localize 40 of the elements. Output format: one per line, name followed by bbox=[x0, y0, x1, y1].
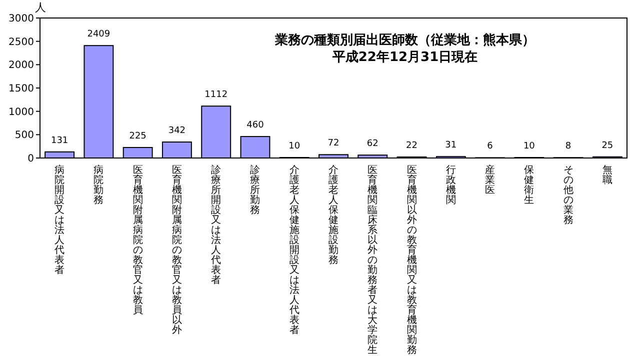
data-label: 31 bbox=[445, 140, 457, 151]
category-label: 診療所開設又は法人代表者 bbox=[211, 165, 222, 286]
x-tick-label: 行政機関 bbox=[446, 165, 456, 206]
x-tick-label: 無職 bbox=[602, 164, 612, 186]
y-tick-label: 1000 bbox=[8, 106, 34, 118]
data-label: 10 bbox=[288, 142, 300, 152]
data-label: 62 bbox=[366, 139, 378, 150]
y-tick-label: 0 bbox=[28, 154, 34, 164]
category-label: 病院開設又は法人代表者 bbox=[54, 165, 65, 276]
text: 平成22年12月31日現在 bbox=[331, 50, 478, 65]
y-tick-label: 3000 bbox=[8, 14, 34, 24]
x-tick-label: 産業医 bbox=[485, 164, 496, 196]
data-label: 72 bbox=[328, 138, 340, 149]
y-tick-label: 1500 bbox=[8, 84, 34, 94]
y-tick-label: 2000 bbox=[8, 60, 34, 72]
data-label: 460 bbox=[246, 120, 264, 131]
x-tick-label: 保健衛生 bbox=[524, 165, 534, 206]
data-label: 25 bbox=[602, 140, 614, 151]
x-tick-label: その他の業務 bbox=[563, 165, 574, 226]
data-label: 1112 bbox=[204, 90, 228, 100]
category-label: 介護老人保健施設開設又は法人代表者 bbox=[289, 165, 300, 336]
x-tick-label: 病院勤務 bbox=[94, 164, 104, 206]
data-label: 131 bbox=[50, 136, 68, 146]
data-label: 10 bbox=[523, 142, 536, 152]
text: 業務の種類別届出医師数（従業地：熊本県） bbox=[274, 32, 535, 48]
category-label: 医育機関以外の教育機関又は教育機関勤務 bbox=[406, 165, 417, 356]
y-axis-title: 人 bbox=[35, 1, 46, 14]
data-label: 22 bbox=[406, 140, 418, 151]
x-tick-label: 診療所勤務 bbox=[250, 164, 260, 216]
y-tick-label: 500 bbox=[14, 130, 34, 142]
data-label: 6 bbox=[487, 142, 494, 152]
category-label: 介護老人保健施設勤務 bbox=[328, 165, 338, 266]
category-label: 医育機関附属病院の教官又は教員以外 bbox=[172, 165, 182, 336]
data-label: 2409 bbox=[87, 30, 110, 40]
data-label: 225 bbox=[129, 132, 146, 142]
data-label: 342 bbox=[168, 126, 186, 136]
category-label: 医育機関臨床系以外の勤務者又は大学院生 bbox=[368, 165, 378, 356]
category-label: 医育機関附属病院の教官又は教員 bbox=[132, 165, 143, 316]
data-label: 8 bbox=[565, 142, 572, 152]
y-tick-label: 2500 bbox=[8, 36, 34, 48]
